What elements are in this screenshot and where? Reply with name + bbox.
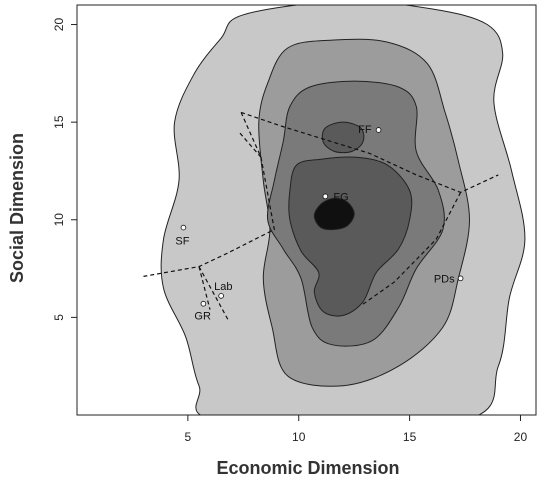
- y-tick-label: 15: [52, 115, 66, 129]
- point-marker-fg: [322, 193, 329, 200]
- boundary-line-3: [360, 192, 462, 307]
- cluster-boundaries: [143, 111, 499, 320]
- y-tick-label: 10: [52, 213, 66, 227]
- contour-levels: [160, 5, 526, 415]
- point-label-lab: Lab: [214, 281, 232, 293]
- point-marker-gr: [200, 300, 207, 307]
- point-marker-sf: [180, 224, 187, 231]
- plot-frame: [76, 4, 537, 416]
- y-axis-label: Social Dimension: [7, 133, 27, 283]
- point-label-sf: SF: [175, 236, 189, 248]
- boundary-line-2: [240, 111, 499, 194]
- boundary-line-1: [143, 112, 275, 277]
- data-points: FF FG SF Lab GR PDs: [175, 124, 464, 323]
- boundary-line-5: [198, 266, 229, 320]
- point-marker-pds: [457, 275, 464, 282]
- point-label-ff: FF: [358, 124, 372, 136]
- contour-level-4: [288, 156, 413, 317]
- x-tick-label: 20: [514, 430, 528, 444]
- point-label-pds: PDs: [434, 273, 455, 285]
- x-tick-label: 15: [403, 430, 417, 444]
- boundary-line-4: [238, 131, 262, 158]
- point-marker-ff: [375, 127, 382, 133]
- y-tick-label: 5: [52, 314, 66, 321]
- x-axis-label: Economic Dimension: [216, 458, 399, 478]
- y-axis-ticks: 5 10 15 20: [52, 18, 77, 321]
- point-label-fg: FG: [333, 191, 348, 203]
- contour-level-5: [321, 121, 365, 154]
- contour-level-6: [313, 197, 355, 231]
- point-label-gr: GR: [194, 311, 211, 323]
- boundary-line-6: [198, 266, 211, 310]
- y-tick-label: 20: [52, 18, 66, 32]
- x-tick-label: 10: [292, 430, 306, 444]
- x-tick-label: 5: [185, 430, 192, 444]
- x-axis-ticks: 5 10 15 20: [185, 415, 528, 444]
- point-marker-lab: [218, 293, 224, 299]
